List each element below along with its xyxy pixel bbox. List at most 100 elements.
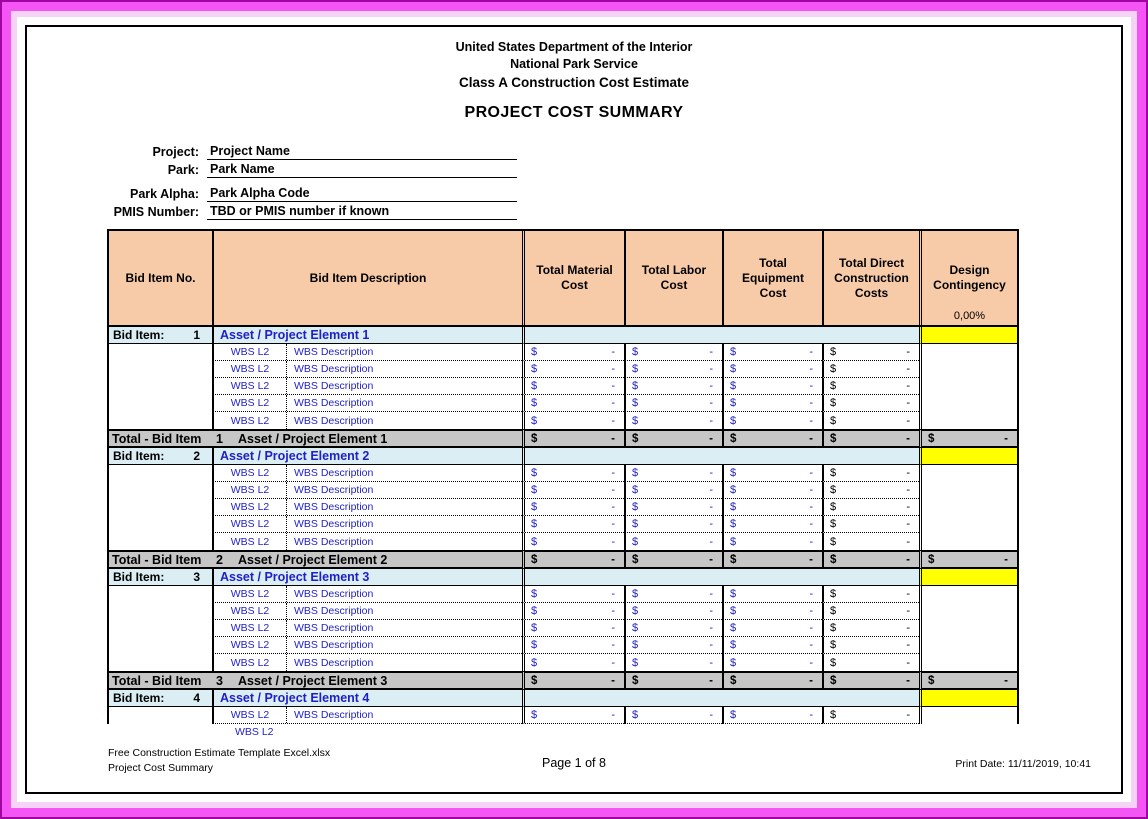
direct-costs-cell: $ - — [822, 361, 919, 378]
bid-item-number: 4 — [193, 691, 200, 705]
total-bid-item-description: Asset / Project Element 1 — [238, 431, 388, 446]
design-contingency-header-label: Design Contingency — [933, 263, 1006, 292]
currency-symbol: $ — [830, 346, 837, 358]
wbs-description-label: WBS Description — [294, 397, 374, 409]
equipment-cost-cell: $ - — [722, 533, 822, 550]
material-cost-cell: $ - — [522, 533, 624, 550]
currency-symbol: $ — [730, 397, 737, 409]
empty-amount: - — [709, 639, 713, 651]
material-cost-cell: $ - — [522, 620, 624, 637]
empty-amount: - — [709, 588, 713, 600]
empty-amount: - — [611, 639, 615, 651]
wbs-code-label: WBS L2 — [214, 586, 287, 602]
wbs-row-description-cell: WBS L2 WBS Description — [212, 516, 522, 533]
empty-amount: - — [709, 363, 713, 375]
empty-amount: - — [809, 674, 813, 687]
empty-amount: - — [611, 553, 615, 566]
currency-symbol: $ — [730, 622, 737, 634]
empty-amount: - — [611, 622, 615, 634]
material-cost-cell: $ - — [522, 465, 624, 482]
equipment-cost-cell: $ - — [722, 395, 822, 412]
bid-item-prefix: Bid Item: — [113, 328, 165, 342]
empty-amount: - — [809, 414, 813, 427]
currency-symbol: $ — [928, 674, 935, 687]
footer-file-name: Free Construction Estimate Template Exce… — [108, 747, 331, 759]
wbs-description-label: WBS Description — [294, 588, 374, 600]
currency-symbol: $ — [531, 656, 538, 669]
wbs-row-description-cell: WBS L2 WBS Description — [212, 344, 522, 361]
labor-cost-cell: $ - — [624, 499, 722, 516]
footer-page-indicator: Page 1 of 8 — [542, 756, 606, 770]
bid-item-section: Bid Item: 1 Asset / Project Element 1 WBS L… — [109, 327, 1017, 448]
cost-summary-table-area: Bid Item No. Bid Item Description Total Ma… — [107, 229, 1019, 740]
currency-symbol: $ — [531, 674, 538, 687]
currency-symbol: $ — [730, 380, 737, 392]
currency-symbol: $ — [632, 518, 639, 530]
currency-symbol: $ — [730, 432, 737, 445]
total-labor-cost-cell: $ - — [624, 429, 722, 448]
equipment-cost-cell: $ - — [722, 465, 822, 482]
wbs-row-description-cell: WBS L2 WBS Description — [212, 707, 522, 724]
total-direct-cost-cell: $ - — [822, 550, 919, 569]
empty-amount: - — [809, 397, 813, 409]
wbs-description-label: WBS Description — [294, 622, 374, 634]
empty-amount: - — [709, 553, 713, 566]
direct-costs-cell: $ - — [822, 344, 919, 361]
empty-amount: - — [906, 432, 910, 445]
currency-symbol: $ — [531, 363, 538, 375]
equipment-cost-cell: $ - — [722, 654, 822, 671]
equipment-cost-cell: $ - — [722, 516, 822, 533]
page-title: PROJECT COST SUMMARY — [464, 104, 684, 121]
currency-symbol: $ — [830, 622, 837, 634]
direct-costs-cell: $ - — [822, 412, 919, 429]
wbs-row-description-cell: WBS L2 WBS Description — [212, 499, 522, 516]
currency-symbol: $ — [632, 639, 639, 651]
empty-amount: - — [906, 656, 910, 669]
empty-amount: - — [611, 467, 615, 479]
material-cost-cell: $ - — [522, 482, 624, 499]
empty-amount: - — [906, 605, 910, 617]
total-row-label-cell: Total - Bid Item 1 Asset / Project Element… — [109, 429, 522, 448]
currency-symbol: $ — [730, 639, 737, 651]
total-row-label-cell: Total - Bid Item 2 Asset / Project Element… — [109, 550, 522, 569]
currency-symbol: $ — [632, 535, 639, 548]
empty-amount: - — [709, 397, 713, 409]
document-header: United States Department of the Interior… — [27, 39, 1121, 122]
total-labor-cost-cell: $ - — [624, 550, 722, 569]
wbs-description-label: WBS Description — [294, 535, 374, 548]
wbs-row-description-cell: WBS L2 WBS Description — [212, 465, 522, 482]
total-equipment-cost-cell: $ - — [722, 671, 822, 690]
currency-symbol: $ — [830, 674, 837, 687]
project-fields: Project: Project Name Park: Park Name Pa… — [27, 142, 517, 220]
direct-costs-cell: $ - — [822, 620, 919, 637]
design-contingency-input-cell — [919, 569, 1017, 586]
currency-symbol: $ — [531, 622, 538, 634]
currency-symbol: $ — [632, 432, 639, 445]
direct-costs-cell: $ - — [822, 395, 919, 412]
material-cost-cell: $ - — [522, 395, 624, 412]
equipment-cost-cell: $ - — [722, 344, 822, 361]
empty-amount: - — [809, 467, 813, 479]
bid-item-section: Bid Item: 2 Asset / Project Element 2 WBS L… — [109, 448, 1017, 569]
currency-symbol: $ — [928, 432, 935, 445]
currency-symbol: $ — [632, 622, 639, 634]
currency-symbol: $ — [830, 363, 837, 375]
wbs-code-label: WBS L2 — [214, 412, 287, 429]
empty-amount: - — [611, 535, 615, 548]
bid-item-number: 1 — [193, 328, 200, 342]
empty-amount: - — [809, 622, 813, 634]
labor-cost-cell: $ - — [624, 395, 722, 412]
direct-costs-cell: $ - — [822, 499, 919, 516]
design-contingency-input-cell — [919, 448, 1017, 465]
currency-symbol: $ — [830, 484, 837, 496]
wbs-row-description-cell: WBS L2 WBS Description — [212, 620, 522, 637]
empty-amount: - — [906, 363, 910, 375]
empty-amount: - — [906, 414, 910, 427]
bid-item-row-label-cell: Bid Item: 2 — [109, 448, 212, 465]
material-cost-cell: $ - — [522, 499, 624, 516]
currency-symbol: $ — [632, 484, 639, 496]
currency-symbol: $ — [632, 674, 639, 687]
labor-cost-cell: $ - — [624, 620, 722, 637]
labor-cost-cell: $ - — [624, 586, 722, 603]
bid-item-no-blank-cell — [109, 586, 212, 671]
